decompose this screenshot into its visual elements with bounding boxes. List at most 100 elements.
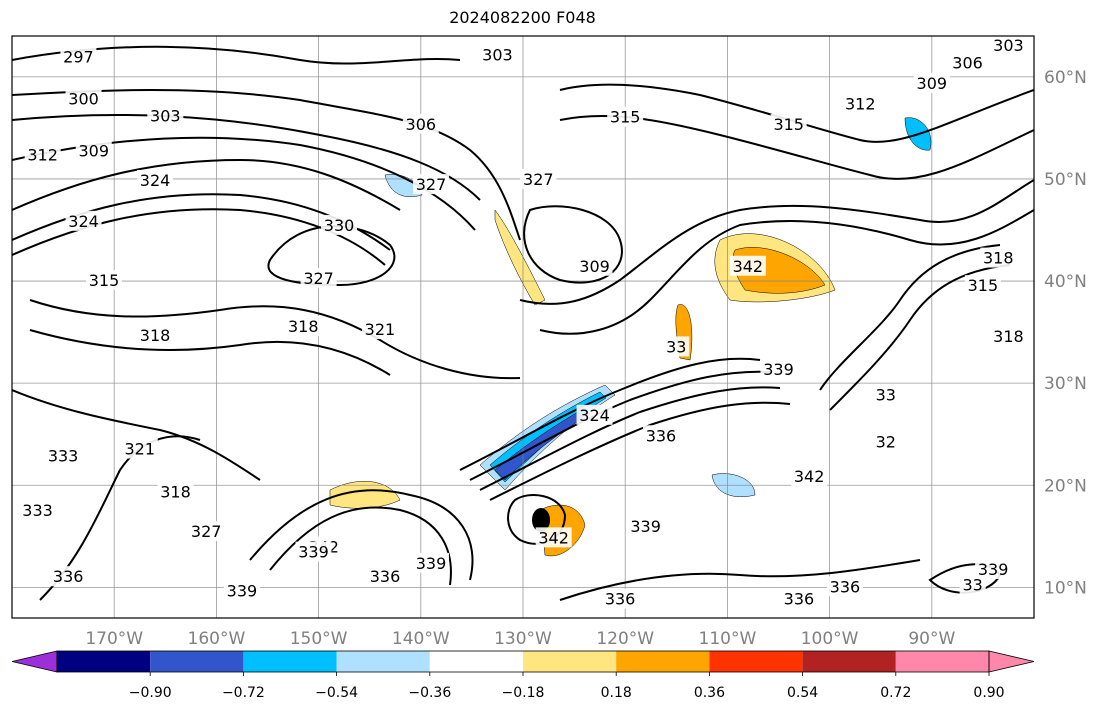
- graticule: [12, 36, 1034, 618]
- contour-label: 306: [406, 115, 437, 134]
- contour-label-background: [50, 566, 87, 587]
- contour-label-background: [760, 358, 797, 379]
- contour-label: 339: [298, 543, 329, 562]
- contour-label-background: [45, 445, 82, 466]
- contour-line: [12, 158, 401, 211]
- contour-label: 333: [48, 447, 79, 466]
- contour-label: 336: [646, 426, 677, 445]
- contour-label: 333: [22, 501, 53, 520]
- colorbar-extend-min: [11, 650, 58, 673]
- contour-label: 324: [579, 406, 610, 425]
- contour-label: 309: [917, 74, 948, 93]
- contour-label-background: [627, 516, 664, 537]
- contour-label-background: [520, 168, 557, 189]
- contour-label: 324: [140, 171, 171, 190]
- contour-label-background: [85, 270, 122, 291]
- longitude-label: 100°W: [801, 629, 859, 649]
- contour-label-background: [607, 106, 644, 127]
- contour-label-background: [576, 255, 613, 276]
- contour-label-background: [990, 326, 1027, 347]
- contour-label-background: [413, 174, 450, 195]
- contour-line: [249, 489, 474, 581]
- contour-label: 339: [978, 560, 1009, 579]
- contour-label: 297: [63, 47, 94, 66]
- contour-line: [459, 357, 761, 471]
- contour-line: [29, 329, 391, 376]
- contour-label: 312: [27, 145, 58, 164]
- colorbar-segment: [57, 651, 151, 672]
- contour-label-background: [959, 574, 986, 595]
- contour-label-background: [826, 576, 863, 597]
- latitude-labels: 60°N 50°N 40°N 30°N 20°N 10°N: [1044, 68, 1087, 599]
- colorbar-tick-label: −0.18: [502, 685, 545, 701]
- latitude-label: 60°N: [1044, 68, 1087, 88]
- contour-line: [12, 208, 386, 266]
- contour-line: [489, 401, 791, 501]
- contour-label-background: [975, 559, 1012, 580]
- contour-label: 327: [416, 175, 447, 194]
- contour-label: 342: [794, 467, 825, 486]
- contour-label: 315: [773, 115, 804, 134]
- contour-line: [829, 264, 1011, 411]
- map-frame: [11, 35, 1035, 619]
- colorbar-segment: [523, 651, 617, 672]
- contour-line: [29, 299, 521, 380]
- colorbar-segment: [243, 651, 337, 672]
- contour-label-background: [223, 580, 260, 601]
- longitude-label: 140°W: [392, 629, 450, 649]
- contour-label: 336: [830, 577, 861, 596]
- longitude-label: 160°W: [188, 629, 246, 649]
- colorbar-tick-labels: −0.90 −0.72 −0.54 −0.36 −0.18 0.18 0.36 0.54 0.7…: [129, 672, 1005, 701]
- contour-label-background: [157, 481, 194, 502]
- contour-label-background: [791, 466, 828, 487]
- contour-label-background: [842, 93, 879, 114]
- contour-label-background: [913, 72, 950, 93]
- contour-label: 312: [845, 94, 876, 113]
- colorbar-tick-label: 0.36: [694, 685, 725, 701]
- contour-label: 303: [482, 45, 513, 64]
- contour-label-background: [121, 438, 158, 459]
- contour-label: 336: [605, 590, 636, 609]
- contour-label: 309: [579, 257, 610, 276]
- contour-label: 315: [968, 276, 999, 295]
- contour-label-background: [964, 275, 1001, 296]
- colorbar-extend-max: [988, 650, 1035, 673]
- latitude-label: 20°N: [1044, 476, 1087, 496]
- contour-label-background: [65, 210, 102, 231]
- latitude-label: 30°N: [1044, 374, 1087, 394]
- contour-label-background: [361, 319, 398, 340]
- colorbar-segment: [709, 651, 803, 672]
- contour-label-background: [321, 214, 358, 235]
- contour-line: [12, 389, 261, 481]
- colorbar-segment: [616, 651, 710, 672]
- contour-label-background: [285, 316, 322, 336]
- contour-line: [39, 435, 201, 601]
- longitude-label: 120°W: [596, 629, 654, 649]
- contour-label: 309: [78, 141, 109, 160]
- longitude-label: 170°W: [85, 629, 143, 649]
- contour-label: 339: [227, 581, 258, 600]
- contour-label-background: [300, 268, 337, 289]
- contour-label-background: [188, 521, 225, 542]
- contour-label-background: [980, 247, 1017, 268]
- contour-line: [12, 45, 461, 65]
- longitude-label: 90°W: [908, 629, 955, 649]
- contour-line: [539, 209, 1034, 335]
- contour-label-background: [137, 325, 174, 346]
- contour-label: 318: [993, 327, 1024, 346]
- contour-label: 342: [733, 257, 764, 276]
- contour-label: 336: [53, 567, 84, 586]
- colorbar-tick-label: −0.54: [315, 685, 358, 701]
- contour-line: [12, 114, 481, 201]
- colorbar-segment: [150, 651, 244, 672]
- colorbar-tick-label: 0.72: [880, 685, 911, 701]
- contour-label-background: [402, 113, 439, 134]
- contour-label-background: [75, 140, 112, 161]
- contour-label: 321: [365, 320, 396, 339]
- contour-label-background: [642, 425, 679, 446]
- contour-label-background: [729, 255, 766, 276]
- contour-label: 336: [370, 567, 401, 586]
